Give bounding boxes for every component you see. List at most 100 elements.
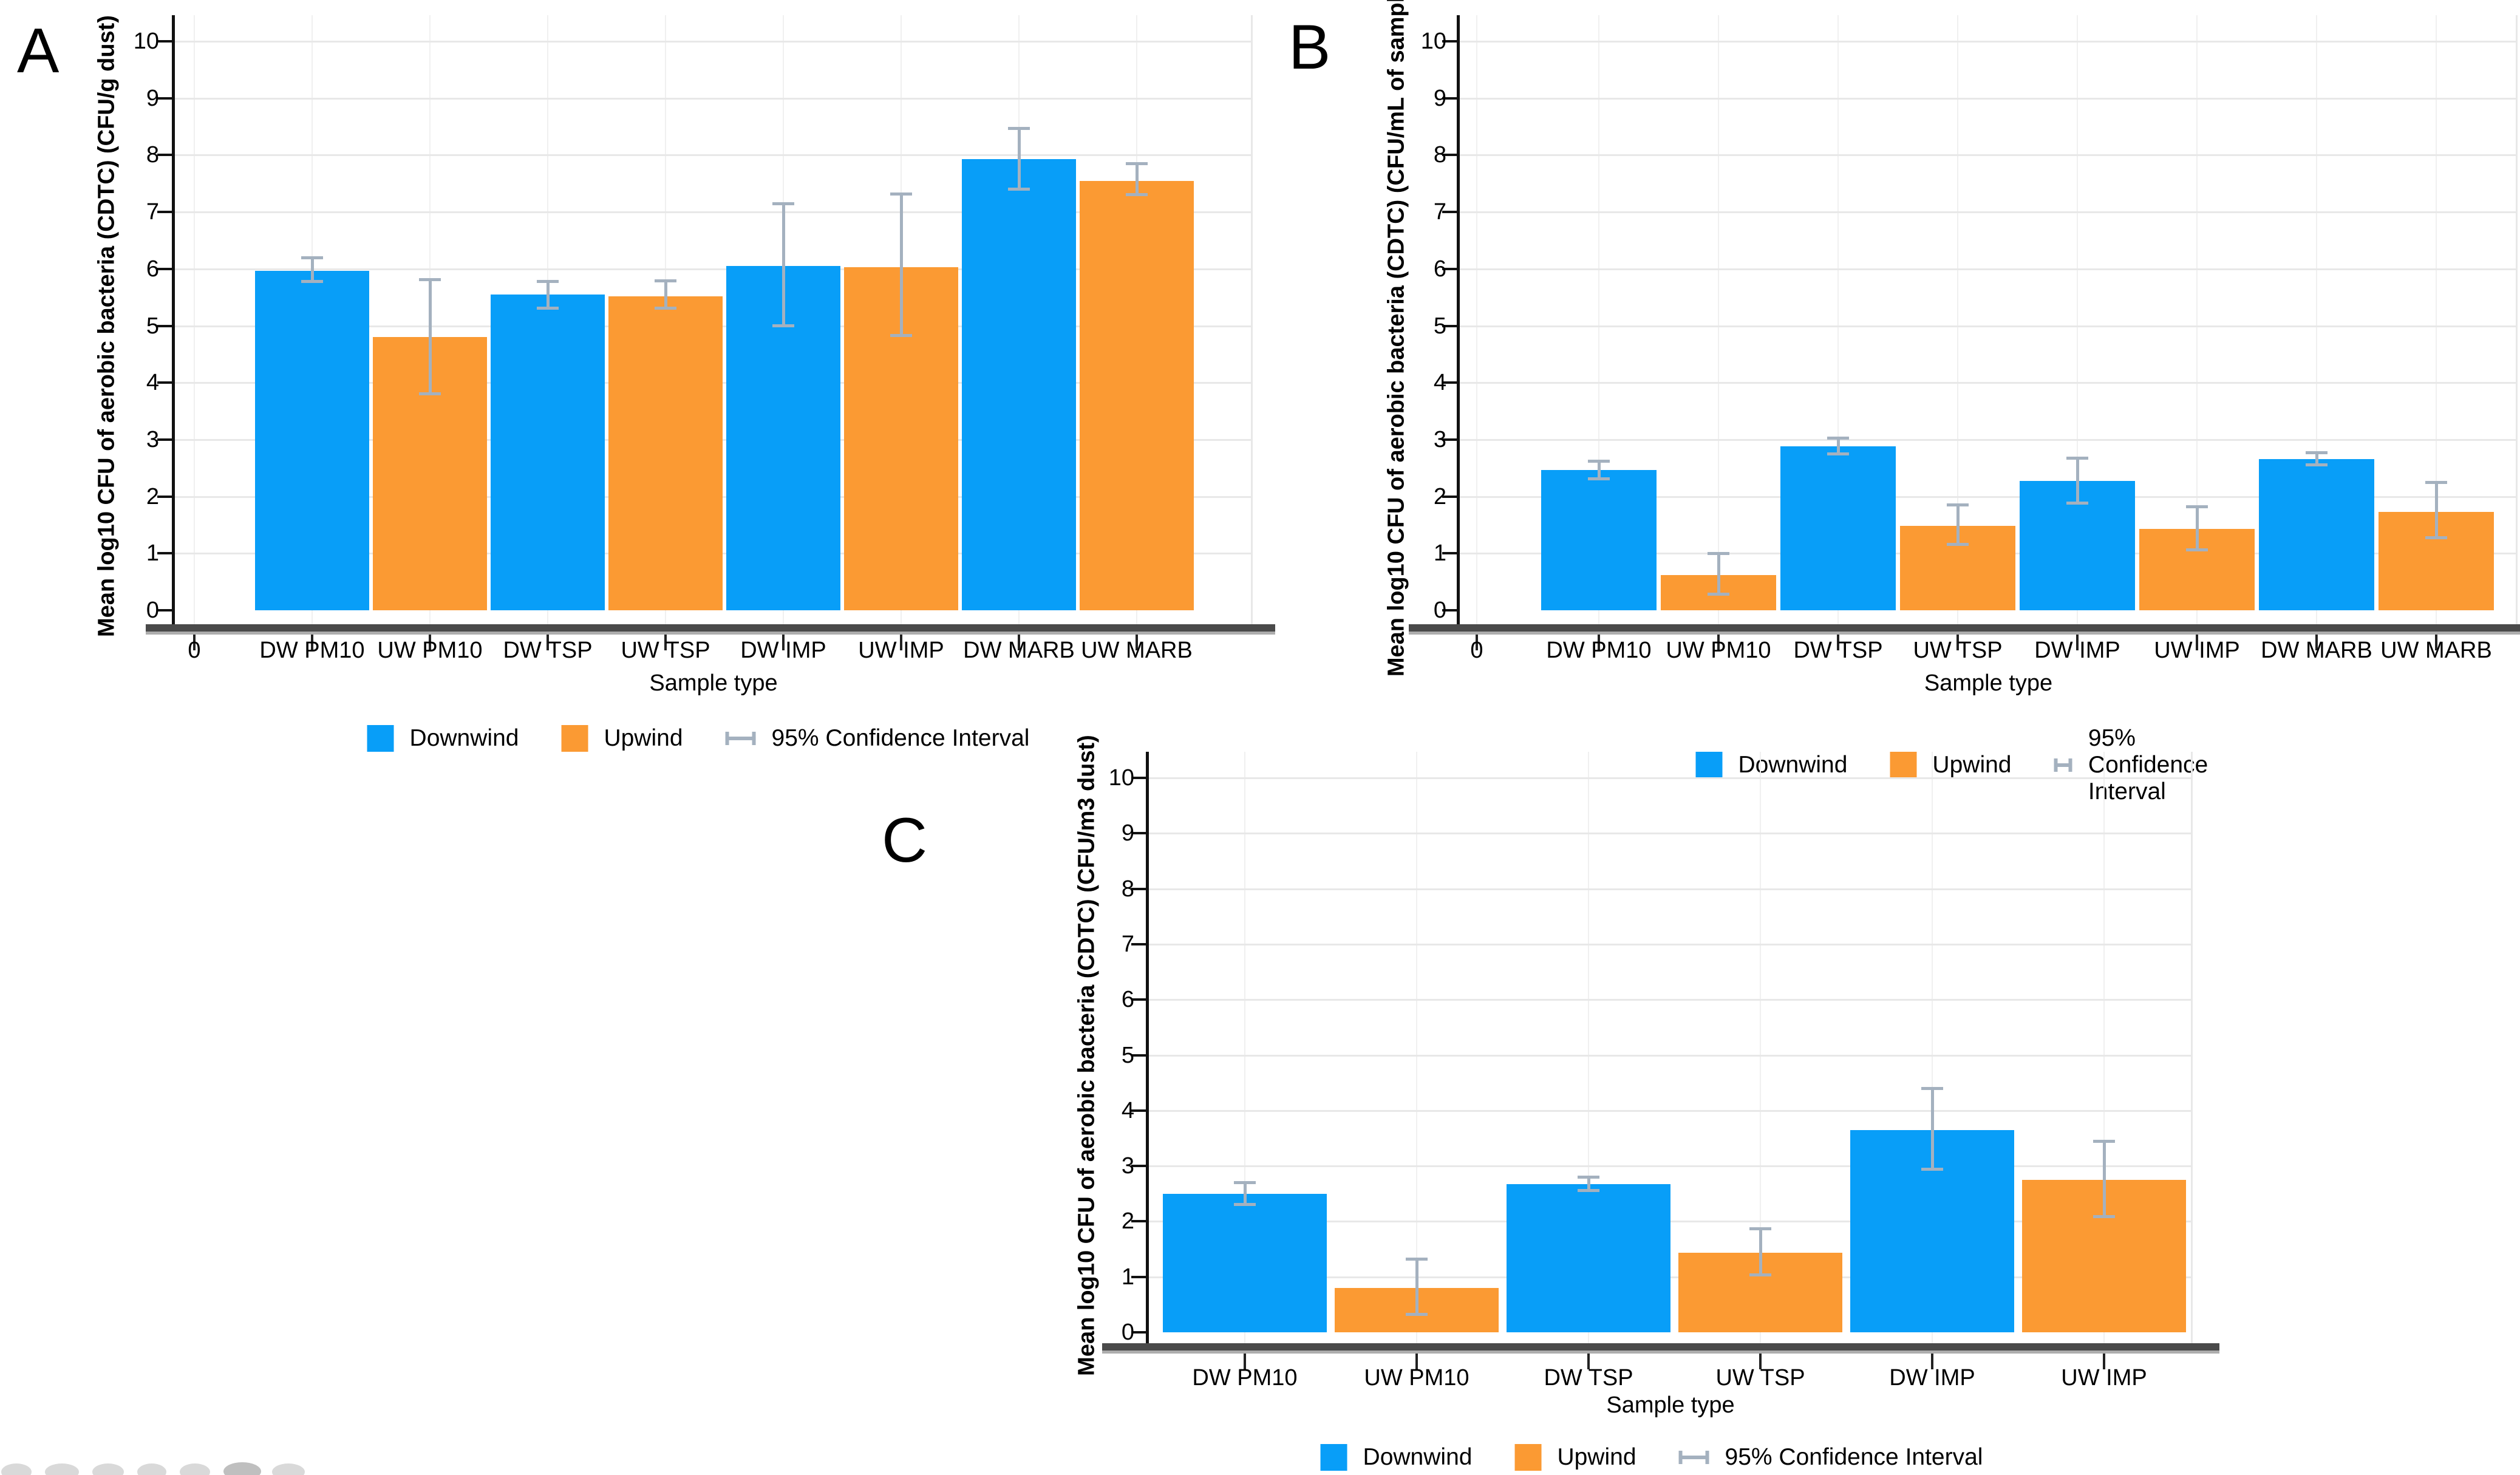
legend-item: Upwind [1890, 752, 2012, 778]
error-bar-cap [1234, 1203, 1256, 1206]
error-bar [2315, 452, 2318, 466]
gridline-vertical [1932, 752, 1933, 1343]
y-tick-label: 8 [1433, 142, 1446, 168]
y-axis-title: Mean log10 CFU of aerobic bacteria (CDTC… [94, 15, 120, 637]
x-axis-line [146, 624, 1275, 632]
bar-downwind [2020, 481, 2135, 610]
gridline-vertical [312, 15, 313, 624]
x-tick [193, 635, 196, 650]
x-tick-label: UW MARB [1081, 638, 1193, 663]
error-bar-cap [301, 280, 323, 284]
legend-label: Upwind [1932, 752, 2012, 778]
x-tick [2435, 635, 2437, 650]
bar-upwind [1678, 1253, 1842, 1332]
bar-upwind [2139, 529, 2255, 610]
error-bar-cap [1588, 477, 1610, 481]
error-bar-cap [1827, 437, 1849, 440]
x-tick-label: DW TSP [1544, 1365, 1633, 1391]
error-bar-cap [2093, 1215, 2115, 1219]
error-bar-cap [1749, 1273, 1771, 1276]
panel-label: C [882, 805, 928, 876]
y-tick [1442, 495, 1457, 498]
legend-label: Downwind [1363, 1444, 1473, 1470]
x-tick [1136, 635, 1138, 650]
x-axis-line-shadow [1102, 1351, 2219, 1354]
legend-label: 95% Confidence Interval [771, 725, 1030, 751]
bar-upwind [1335, 1287, 1499, 1332]
y-axis-line [1146, 752, 1149, 1343]
legend-swatch-downwind-icon [1320, 1444, 1347, 1471]
gridline-horizontal [1460, 438, 2517, 441]
gridline-horizontal [175, 496, 1252, 498]
y-axis-title: Mean log10 CFU of aerobic bacteria (CDTC… [1383, 0, 1409, 676]
x-tick-label: DW PM10 [1546, 638, 1652, 663]
x-tick [1759, 1354, 1762, 1369]
gridline-horizontal [1460, 325, 2517, 327]
legend-label: 95% Confidence Interval [2088, 725, 2208, 805]
y-tick [157, 267, 172, 270]
bar-upwind [608, 296, 723, 610]
error-bar-cap [1578, 1176, 1599, 1179]
text-fragment [45, 1463, 79, 1475]
error-bar-cap [2186, 548, 2208, 551]
legend-swatch-upwind-icon [561, 725, 588, 752]
error-bar-cap [2306, 463, 2328, 467]
legend-item: Upwind [561, 725, 683, 752]
y-tick [1131, 1331, 1146, 1334]
x-tick [1931, 1354, 1933, 1369]
error-bar [547, 281, 550, 309]
error-bar [2103, 1141, 2106, 1218]
error-bar-cap [1921, 1168, 1943, 1171]
text-fragment [1, 1463, 32, 1475]
gridline-vertical [2196, 15, 2198, 624]
y-tick [1131, 998, 1146, 1001]
y-tick [1131, 1165, 1146, 1168]
y-tick [157, 381, 172, 384]
gridline-vertical [783, 15, 784, 624]
x-tick [547, 635, 549, 650]
error-bar-cap [1947, 503, 1969, 506]
y-tick-label: 9 [1433, 85, 1446, 111]
error-bar [1598, 460, 1601, 480]
y-axis-line [172, 15, 175, 624]
y-tick [1131, 1220, 1146, 1223]
gridline-horizontal [1149, 1276, 2192, 1278]
y-tick-label: 4 [1433, 370, 1446, 396]
legend-label: Upwind [1557, 1444, 1636, 1470]
plot-frame-right [2516, 15, 2518, 624]
y-tick [157, 154, 172, 157]
gridline-vertical [1598, 15, 1599, 624]
y-tick [1442, 154, 1457, 157]
y-tick-label: 7 [146, 199, 159, 225]
bar-upwind [2379, 511, 2494, 610]
x-tick [1837, 635, 1839, 650]
error-bar-cap [2066, 456, 2088, 460]
error-bar-cap [772, 324, 794, 327]
y-tick [1442, 609, 1457, 611]
y-tick-label: 0 [1121, 1320, 1134, 1345]
y-tick [157, 552, 172, 555]
error-bar-cap [1406, 1312, 1428, 1316]
legend-item: 95% Confidence Interval [2054, 725, 2246, 805]
gridline-vertical [1837, 15, 1839, 624]
legend-label: Downwind [1738, 752, 1848, 778]
gridline-horizontal [1460, 382, 2517, 384]
bar-downwind [1541, 469, 1657, 610]
error-bar-cap [772, 202, 794, 206]
x-tick [1598, 635, 1600, 650]
error-bar-cap [890, 192, 912, 196]
text-fragment [272, 1463, 305, 1475]
gridline-vertical [1136, 15, 1137, 624]
x-axis-line-shadow [146, 632, 1275, 635]
x-tick-label: UW PM10 [377, 638, 483, 663]
y-tick-label: 1 [1433, 540, 1446, 567]
y-tick-label: 8 [1121, 876, 1134, 902]
error-bar [1717, 553, 1720, 594]
bar-downwind [1850, 1129, 2014, 1332]
gridline-horizontal [1460, 211, 2517, 214]
gridline-horizontal [1149, 1221, 2192, 1223]
error-bar [311, 257, 314, 282]
error-bar-cap [1827, 452, 1849, 456]
gridline-horizontal [1460, 41, 2517, 43]
error-bar [2435, 482, 2438, 538]
